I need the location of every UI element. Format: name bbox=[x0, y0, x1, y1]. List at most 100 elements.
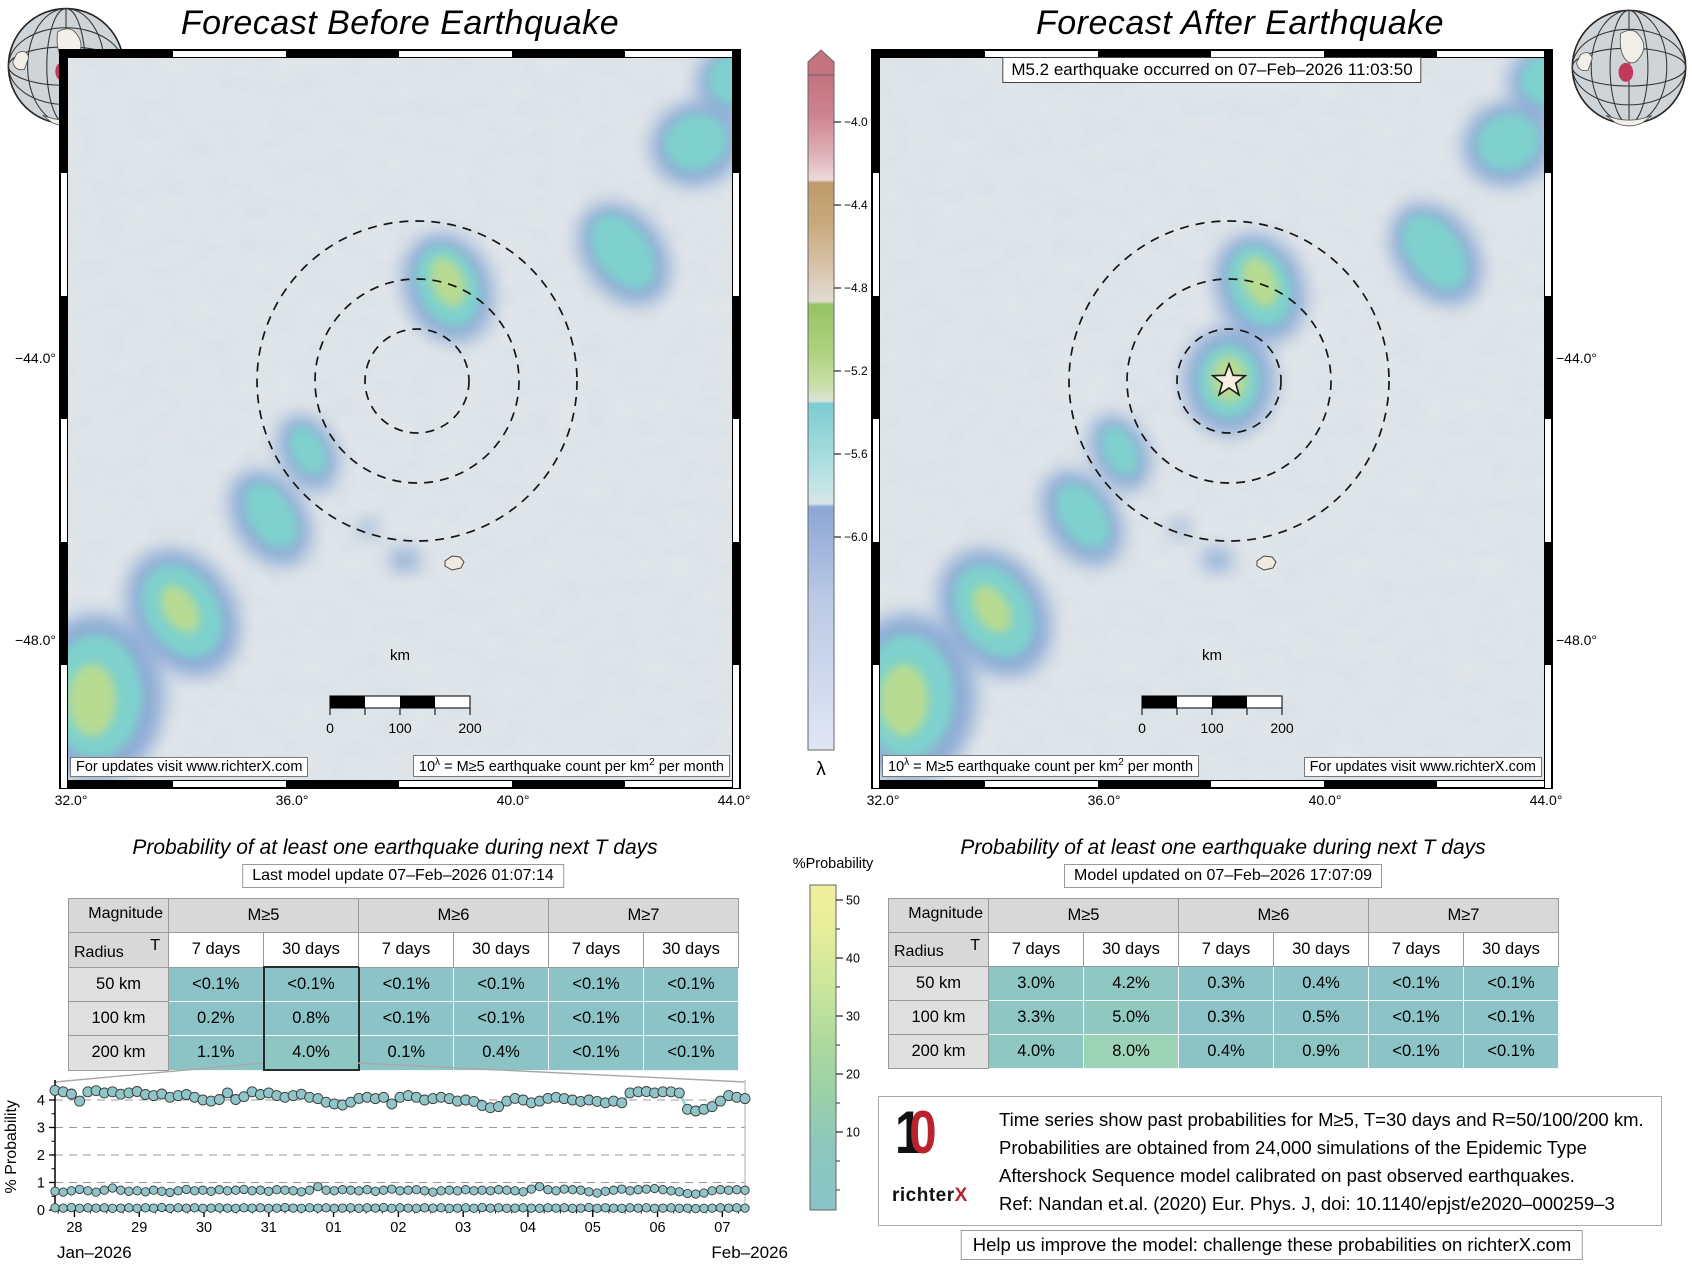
series-r-50-km bbox=[50, 1202, 750, 1214]
svg-text:20: 20 bbox=[846, 1068, 860, 1082]
probability-cell: <0.1% bbox=[548, 1035, 644, 1071]
period-header: 30 days bbox=[1273, 932, 1369, 967]
series-r-200-km bbox=[49, 1084, 751, 1117]
svg-text:0: 0 bbox=[37, 1203, 45, 1219]
period-header: 30 days bbox=[453, 932, 549, 968]
period-header: 7 days bbox=[1368, 932, 1464, 967]
model-info-box: 10 richterX Time series show past probab… bbox=[878, 1096, 1662, 1226]
probability-cell: <0.1% bbox=[1368, 1000, 1464, 1035]
lon-tick-label: 32.0° bbox=[54, 792, 88, 808]
svg-text:4: 4 bbox=[37, 1093, 45, 1109]
updates-note: For updates visit www.richterX.com bbox=[70, 757, 309, 777]
svg-text:Jan–2026: Jan–2026 bbox=[57, 1243, 132, 1262]
model-update-after: Model updated on 07–Feb–2026 17:07:09 bbox=[1063, 864, 1383, 888]
svg-text:1: 1 bbox=[37, 1176, 45, 1192]
map-art-before: km 0 100 200 bbox=[68, 58, 732, 780]
series-r-100-km bbox=[50, 1181, 750, 1199]
svg-text:100: 100 bbox=[1200, 720, 1224, 736]
model-description-line: Aftershock Sequence model calibrated on … bbox=[999, 1165, 1575, 1186]
probability-cell: 0.3% bbox=[1178, 966, 1274, 1001]
magnitude-header: M≥7 bbox=[548, 898, 739, 933]
probability-cell: 4.2% bbox=[1083, 966, 1179, 1001]
period-header: 7 days bbox=[548, 932, 644, 968]
svg-text:−6.0: −6.0 bbox=[844, 530, 868, 544]
svg-text:−5.6: −5.6 bbox=[844, 447, 868, 461]
probability-table-after: Magnitude M≥5 M≥6 M≥7 Radius T 7 days 30 days 7 … bbox=[888, 898, 1559, 1069]
earthquake-banner: M5.2 earthquake occurred on 07–Feb–2026 … bbox=[1002, 57, 1422, 83]
probability-cell: 0.1% bbox=[358, 1035, 454, 1071]
lon-tick-label: 40.0° bbox=[1308, 792, 1342, 808]
period-header: 30 days bbox=[643, 932, 739, 968]
probability-cell: <0.1% bbox=[548, 1001, 644, 1036]
probability-cell: 0.4% bbox=[1273, 966, 1369, 1001]
lon-tick-label: 44.0° bbox=[1529, 792, 1563, 808]
svg-text:07: 07 bbox=[714, 1220, 730, 1236]
svg-text:−4.8: −4.8 bbox=[844, 281, 868, 295]
probability-cell: 4.0% bbox=[262, 1035, 360, 1071]
period-header: 7 days bbox=[1178, 932, 1274, 967]
lon-tick-label: 36.0° bbox=[275, 792, 309, 808]
period-header: 30 days bbox=[263, 932, 359, 968]
magnitude-header: M≥6 bbox=[1178, 898, 1369, 933]
richterx-wordmark: richterX bbox=[892, 1185, 968, 1206]
map-after: km 0 100 200 M5.2 earthquake occurred on 07… bbox=[871, 49, 1553, 789]
model-description: Time series show past probabilities for … bbox=[999, 1106, 1644, 1218]
magnitude-header: M≥7 bbox=[1368, 898, 1559, 933]
updates-note: For updates visit www.richterX.com bbox=[1303, 757, 1542, 777]
lambda-definition-note: 10λ = M≥5 earthquake count per km2 per m… bbox=[882, 755, 1200, 777]
epicenter-star-icon bbox=[1210, 361, 1248, 397]
probability-cell: <0.1% bbox=[168, 966, 264, 1002]
forecast-table: Magnitude M≥5 M≥6 M≥7 Radius T 7 days 30 days 7 … bbox=[68, 898, 739, 1071]
radius-label: 200 km bbox=[68, 1035, 169, 1071]
svg-text:30: 30 bbox=[196, 1220, 212, 1236]
probability-cell: 0.2% bbox=[168, 1001, 264, 1036]
probability-cell: 3.0% bbox=[988, 966, 1084, 1001]
lat-tick-label: −44.0° bbox=[1556, 350, 1598, 366]
probability-cell: 0.3% bbox=[1178, 1000, 1274, 1035]
magnitude-header: M≥5 bbox=[988, 898, 1179, 933]
model-description-line: Time series show past probabilities for … bbox=[999, 1109, 1644, 1130]
svg-text:50: 50 bbox=[846, 894, 860, 908]
richterx-logo-icon: 10 bbox=[895, 1099, 937, 1166]
probability-cell: <0.1% bbox=[1463, 1034, 1559, 1069]
probability-cell: <0.1% bbox=[262, 966, 360, 1002]
probability-cell: 0.8% bbox=[262, 1001, 360, 1036]
probability-cell: 0.4% bbox=[453, 1035, 549, 1071]
prob-colorbar-title: %Probability bbox=[792, 856, 874, 872]
magnitude-header: M≥6 bbox=[358, 898, 549, 933]
map-frame-edge bbox=[872, 780, 1552, 788]
model-description-line: Ref: Nandan et.al. (2020) Eur. Phys. J, … bbox=[999, 1193, 1615, 1214]
map-title-before: Forecast Before Earthquake bbox=[180, 4, 620, 42]
period-header: 30 days bbox=[1463, 932, 1559, 967]
probability-cell: <0.1% bbox=[453, 1001, 549, 1036]
map-frame-edge bbox=[872, 50, 880, 788]
table-cell: Radius T bbox=[68, 932, 169, 968]
svg-text:−4.0: −4.0 bbox=[844, 115, 868, 129]
map-frame-edge bbox=[60, 50, 740, 58]
period-header: 30 days bbox=[1083, 932, 1179, 967]
help-banner: Help us improve the model: challenge the… bbox=[960, 1230, 1584, 1260]
svg-text:03: 03 bbox=[455, 1220, 471, 1236]
map-frame-edge bbox=[1544, 50, 1552, 788]
map-title-after: Forecast After Earthquake bbox=[1035, 4, 1445, 42]
radius-label: 100 km bbox=[888, 1000, 989, 1035]
map-frame-edge bbox=[732, 50, 740, 788]
chart-ylabel: % Probability bbox=[3, 1100, 20, 1193]
svg-text:km: km bbox=[390, 647, 410, 664]
lambda-definition-note: 10λ = M≥5 earthquake count per km2 per m… bbox=[412, 755, 730, 777]
probability-cell: <0.1% bbox=[358, 966, 454, 1002]
magnitude-header: M≥5 bbox=[168, 898, 359, 933]
table-cell: Magnitude bbox=[68, 898, 169, 933]
svg-text:100: 100 bbox=[388, 720, 412, 736]
svg-text:200: 200 bbox=[458, 720, 482, 736]
forecast-table: Magnitude M≥5 M≥6 M≥7 Radius T 7 days 30 days 7 … bbox=[888, 898, 1559, 1069]
fan-lines bbox=[54, 1062, 746, 1083]
svg-text:0: 0 bbox=[1138, 720, 1146, 736]
radius-label: 50 km bbox=[68, 966, 169, 1002]
lat-tick-label: −48.0° bbox=[1556, 632, 1598, 648]
svg-text:0: 0 bbox=[326, 720, 334, 736]
lat-tick-label: −44.0° bbox=[14, 350, 56, 366]
lon-tick-label: 44.0° bbox=[717, 792, 751, 808]
lon-tick-label: 36.0° bbox=[1087, 792, 1121, 808]
